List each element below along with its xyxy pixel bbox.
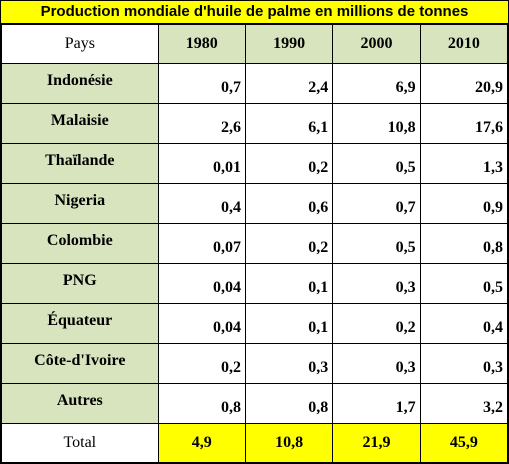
table-row: PNG 0,04 0,1 0,3 0,5 [1, 263, 509, 304]
value-cell: 0,8 [419, 223, 509, 264]
country-cell: Nigeria [1, 183, 159, 224]
value-cell: 0,2 [244, 223, 334, 264]
value-cell: 0,1 [244, 263, 334, 304]
value-cell: 0,3 [244, 343, 334, 384]
column-header-year: 2010 [419, 24, 509, 64]
value-cell: 1,3 [419, 143, 509, 184]
value-cell: 0,4 [419, 303, 509, 344]
value-cell: 0,5 [332, 143, 421, 184]
value-cell: 0,8 [157, 383, 246, 424]
value-cell: 6,1 [244, 103, 334, 144]
country-cell: Colombie [1, 223, 159, 264]
table-row: Colombie 0,07 0,2 0,5 0,8 [1, 223, 509, 264]
table-row: Autres 0,8 0,8 1,7 3,2 [1, 383, 509, 424]
table-row: Équateur 0,04 0,1 0,2 0,4 [1, 303, 509, 344]
value-cell: 6,9 [332, 63, 421, 104]
column-header-year: 1980 [157, 24, 246, 64]
table-row: Malaisie 2,6 6,1 10,8 17,6 [1, 103, 509, 144]
value-cell: 0,01 [157, 143, 246, 184]
value-cell: 20,9 [419, 63, 509, 104]
total-value-cell: 21,9 [332, 423, 421, 463]
value-cell: 0,7 [157, 63, 246, 104]
country-cell: PNG [1, 263, 159, 304]
value-cell: 0,7 [332, 183, 421, 224]
total-value-cell: 4,9 [157, 423, 246, 463]
value-cell: 0,6 [244, 183, 334, 224]
country-cell: Autres [1, 383, 159, 424]
value-cell: 0,2 [332, 303, 421, 344]
value-cell: 1,7 [332, 383, 421, 424]
column-header-country: Pays [1, 24, 159, 64]
total-value-cell: 45,9 [419, 423, 509, 463]
value-cell: 2,6 [157, 103, 246, 144]
country-cell: Côte-d'Ivoire [1, 343, 159, 384]
header-row: Pays 1980 1990 2000 2010 [1, 24, 509, 64]
value-cell: 0,2 [157, 343, 246, 384]
value-cell: 10,8 [332, 103, 421, 144]
production-table: Pays 1980 1990 2000 2010 Indonésie 0,7 2… [1, 24, 509, 463]
value-cell: 0,5 [419, 263, 509, 304]
value-cell: 0,5 [332, 223, 421, 264]
column-header-year: 2000 [332, 24, 421, 64]
value-cell: 0,8 [244, 383, 334, 424]
value-cell: 0,07 [157, 223, 246, 264]
table-row: Thaïlande 0,01 0,2 0,5 1,3 [1, 143, 509, 184]
value-cell: 0,04 [157, 263, 246, 304]
value-cell: 0,3 [332, 343, 421, 384]
table-title: Production mondiale d'huile de palme en … [1, 1, 508, 24]
value-cell: 0,2 [244, 143, 334, 184]
value-cell: 0,9 [419, 183, 509, 224]
value-cell: 0,3 [419, 343, 509, 384]
value-cell: 0,04 [157, 303, 246, 344]
value-cell: 17,6 [419, 103, 509, 144]
total-row: Total 4,9 10,8 21,9 45,9 [1, 423, 509, 463]
value-cell: 0,1 [244, 303, 334, 344]
country-cell: Malaisie [1, 103, 159, 144]
total-value-cell: 10,8 [244, 423, 334, 463]
value-cell: 0,4 [157, 183, 246, 224]
table-row: Indonésie 0,7 2,4 6,9 20,9 [1, 63, 509, 104]
total-label: Total [1, 423, 159, 463]
column-header-year: 1990 [244, 24, 334, 64]
table-row: Côte-d'Ivoire 0,2 0,3 0,3 0,3 [1, 343, 509, 384]
value-cell: 3,2 [419, 383, 509, 424]
table-row: Nigeria 0,4 0,6 0,7 0,9 [1, 183, 509, 224]
value-cell: 2,4 [244, 63, 334, 104]
country-cell: Équateur [1, 303, 159, 344]
country-cell: Thaïlande [1, 143, 159, 184]
value-cell: 0,3 [332, 263, 421, 304]
country-cell: Indonésie [1, 63, 159, 104]
